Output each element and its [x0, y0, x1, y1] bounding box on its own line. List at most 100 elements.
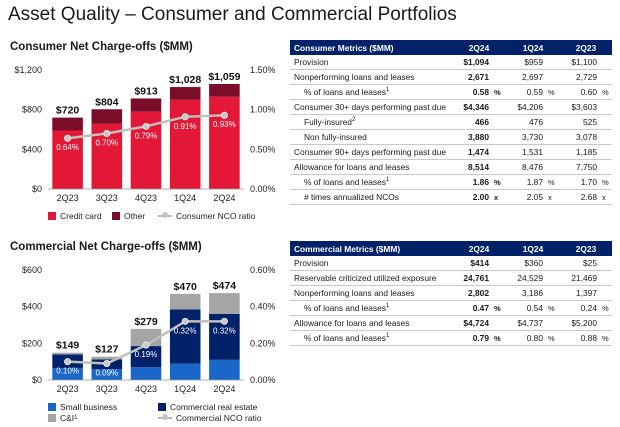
cell-unit [600, 315, 612, 331]
legend-label: Commercial real estate [170, 402, 258, 412]
cell-value: 3,730 [506, 129, 546, 145]
cell-value: $1,094 [452, 55, 492, 70]
table-row: % of loans and leases1 0.58% 0.59% 0.60% [290, 84, 612, 100]
cell-unit [546, 114, 560, 130]
legend-c-and-i: C&I 1 [48, 413, 78, 423]
legend-label: C&I [60, 413, 75, 423]
x-tick-label: 4Q23 [135, 384, 157, 394]
row-label: Provision [290, 55, 452, 70]
bar-segment [209, 359, 240, 380]
y-tick-label: $400 [22, 302, 42, 312]
bar-total-label: $279 [134, 316, 158, 328]
row-label-text: Consumer 90+ days performing past due [294, 147, 446, 157]
y2-tick-label: 0.60% [250, 265, 276, 275]
y2-tick-label: 0.20% [250, 338, 276, 348]
footnote-marker: 2 [351, 117, 356, 124]
legend-label: Other [124, 211, 146, 221]
commercial-nco-chart: $600 $400 $200 $0 0.60% 0.40% 0.20% 0.00% $149 2Q… [22, 265, 276, 394]
row-label: Consumer 30+ days performing past due [290, 99, 452, 115]
cre-swatch [158, 403, 166, 411]
cell-unit [600, 256, 612, 271]
cell-unit: x [492, 189, 506, 205]
bar-total-label: $474 [213, 280, 237, 292]
ratio-point [64, 358, 72, 366]
row-label-text: % of loans and leases [304, 333, 386, 343]
column-header: 2Q23 [560, 241, 612, 256]
cell-value: $4,346 [452, 99, 492, 115]
ratio-label: 0.64% [56, 143, 79, 152]
cell-unit: x [600, 189, 612, 205]
bar-segment [52, 368, 83, 380]
row-label-text: Allowance for loans and leases [294, 318, 410, 328]
y-tick-label: $600 [22, 265, 42, 275]
y2-tick-label: 0.40% [250, 302, 276, 312]
bar-segment [209, 293, 240, 314]
row-label-text: # times annualized NCOs [304, 192, 399, 202]
cell-value: 24,529 [506, 270, 546, 286]
legend-label: Small business [60, 402, 118, 412]
cell-value: $1,100 [560, 55, 600, 70]
y2-tick-label: 0.00% [250, 375, 276, 385]
cell-value: 525 [560, 114, 600, 130]
table-row: Reservable criticized utilized exposure 2… [290, 270, 612, 286]
bar-total-label: $1,059 [208, 71, 240, 83]
column-header: 2Q24 [452, 40, 506, 55]
consumer-chart-title: Consumer Net Charge-offs ($MM) [10, 41, 193, 53]
cell-value: 2,729 [560, 69, 600, 85]
ratio-label: 0.32% [174, 326, 197, 335]
bar-total-label: $470 [174, 281, 198, 293]
bar-total-label: $720 [56, 105, 80, 117]
cell-value: 0.54 [506, 300, 546, 316]
row-label-text: Provision [294, 57, 329, 67]
legend-label: Consumer NCO ratio [176, 211, 256, 221]
table-row: Allowance for loans and leases 8,514 8,476… [290, 159, 612, 175]
cell-unit [546, 256, 560, 271]
row-label: % of loans and leases1 [290, 330, 452, 346]
cell-value: $959 [506, 55, 546, 70]
cell-value: 1,531 [506, 144, 546, 160]
ratio-point [181, 317, 189, 325]
cell-unit [492, 129, 506, 145]
row-label: Nonperforming loans and leases [290, 285, 452, 301]
ratio-line-swatch [158, 212, 172, 218]
cell-unit: % [546, 300, 560, 316]
bar-segment [130, 346, 162, 368]
ratio-line-swatch [158, 414, 172, 420]
bar-segment [52, 117, 83, 131]
commercial-legend: Small business Commercial real estate C&… [0, 400, 290, 426]
ratio-label: 0.91% [174, 122, 197, 131]
cell-unit [546, 55, 560, 70]
row-label: Reservable criticized utilized exposure [290, 270, 452, 286]
cell-value: 2,697 [506, 69, 546, 85]
column-header: 1Q24 [506, 241, 560, 256]
bar-segment [209, 83, 240, 97]
cell-unit [492, 256, 506, 271]
cell-value: 0.88 [560, 330, 600, 346]
y2-tick-label: 0.50% [250, 144, 276, 154]
bar-segment [169, 309, 201, 364]
ratio-point [142, 341, 150, 349]
cell-unit [492, 285, 506, 301]
cell-value: 3,078 [560, 129, 600, 145]
commercial-metrics-table: Commercial Metrics ($MM) 2Q24 1Q24 2Q23 … [290, 241, 612, 346]
cell-unit [600, 114, 612, 130]
cell-value: 0.47 [452, 300, 492, 316]
cell-unit: % [600, 300, 612, 316]
cell-value: 3,186 [506, 285, 546, 301]
ratio-point [220, 111, 228, 119]
y2-tick-label: 1.50% [250, 65, 276, 75]
column-header: 2Q23 [560, 40, 612, 55]
consumer-legend: Credit card Other Consumer NCO ratio [0, 209, 290, 223]
x-tick-label: 2Q24 [213, 193, 235, 203]
legend-label: Commercial NCO ratio [176, 413, 262, 423]
column-header: 1Q24 [506, 40, 560, 55]
ratio-label: 0.70% [95, 138, 118, 147]
cell-unit [546, 129, 560, 145]
y-tick-label: $800 [22, 105, 42, 115]
cell-value: 21,469 [560, 270, 600, 286]
row-label-text: Provision [294, 258, 329, 268]
cell-unit [600, 55, 612, 70]
ratio-point [103, 360, 111, 368]
column-header: 2Q24 [452, 241, 506, 256]
table-row: # times annualized NCOs 2.00 x 2.05 x 2.68 x [290, 189, 612, 205]
